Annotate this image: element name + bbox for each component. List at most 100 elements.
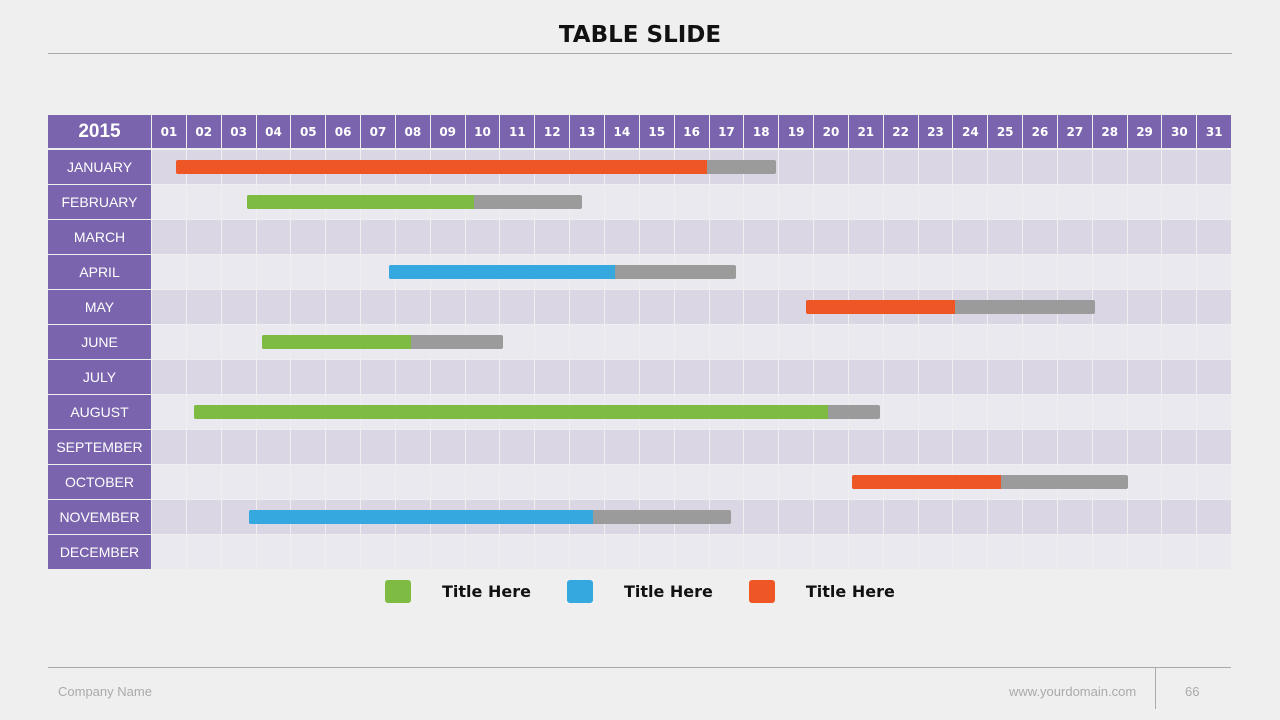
day-cell <box>430 290 465 324</box>
day-cell <box>848 220 883 254</box>
month-label: DECEMBER <box>48 535 151 569</box>
day-cell <box>361 535 395 569</box>
day-cell <box>1127 360 1162 394</box>
day-cell <box>326 220 361 254</box>
legend-item: Title Here <box>748 580 895 603</box>
month-row: DECEMBER <box>48 535 1232 569</box>
day-cell <box>953 150 988 184</box>
day-cell <box>500 360 535 394</box>
day-cell <box>152 325 186 359</box>
progress-bar <box>194 405 828 419</box>
day-cell <box>570 360 604 394</box>
day-cell <box>674 185 709 219</box>
month-label: OCTOBER <box>48 465 151 499</box>
legend-label: Title Here <box>623 582 713 601</box>
day-cell <box>779 255 814 289</box>
day-header: 26 <box>1023 115 1057 148</box>
day-cell <box>1162 220 1197 254</box>
day-cell <box>1023 325 1057 359</box>
day-cell <box>395 465 430 499</box>
day-cell <box>152 535 186 569</box>
day-cell <box>395 290 430 324</box>
day-cell <box>1092 220 1127 254</box>
day-cell <box>152 395 186 429</box>
day-cell <box>1197 535 1232 569</box>
day-cell <box>1127 150 1162 184</box>
day-header: 15 <box>639 115 674 148</box>
month-row: JUNE <box>48 325 1232 359</box>
day-cell <box>430 430 465 464</box>
day-cell <box>639 325 674 359</box>
day-cell <box>535 325 570 359</box>
day-cell <box>1162 150 1197 184</box>
day-cell <box>814 360 848 394</box>
day-cell <box>988 430 1023 464</box>
day-cell <box>291 535 326 569</box>
day-cell <box>848 535 883 569</box>
day-cell <box>988 395 1023 429</box>
day-header: 19 <box>779 115 814 148</box>
month-label: MARCH <box>48 220 151 254</box>
day-cell <box>535 360 570 394</box>
day-cell <box>395 360 430 394</box>
day-cell <box>1162 290 1197 324</box>
day-cell <box>1162 395 1197 429</box>
day-cell <box>1023 255 1057 289</box>
day-header: 28 <box>1092 115 1127 148</box>
progress-bar <box>247 195 474 209</box>
day-cell <box>1197 395 1232 429</box>
day-cell <box>256 290 291 324</box>
day-cell <box>744 220 779 254</box>
day-cell <box>465 465 500 499</box>
day-cell <box>1092 325 1127 359</box>
day-cell <box>953 220 988 254</box>
day-header: 07 <box>361 115 395 148</box>
day-cell <box>291 290 326 324</box>
day-cell <box>1127 185 1162 219</box>
day-cell <box>709 185 744 219</box>
day-cell <box>744 500 779 534</box>
day-cell <box>1057 360 1092 394</box>
day-cell <box>256 360 291 394</box>
day-cell <box>1057 150 1092 184</box>
day-cell <box>1127 290 1162 324</box>
day-cell <box>186 220 221 254</box>
day-header: 24 <box>953 115 988 148</box>
day-header: 22 <box>883 115 918 148</box>
day-cell <box>604 220 639 254</box>
day-cell <box>221 430 256 464</box>
day-cell <box>361 290 395 324</box>
day-cell <box>1127 500 1162 534</box>
day-cell <box>779 535 814 569</box>
day-cell <box>152 430 186 464</box>
day-cell <box>326 360 361 394</box>
day-header: 23 <box>918 115 953 148</box>
day-cell <box>570 290 604 324</box>
day-cell <box>814 185 848 219</box>
legend-swatch <box>385 580 411 603</box>
day-cell <box>848 255 883 289</box>
day-cell <box>639 185 674 219</box>
day-cell <box>570 465 604 499</box>
day-header: 17 <box>709 115 744 148</box>
day-cell <box>1127 255 1162 289</box>
day-cell <box>883 430 918 464</box>
title-divider <box>48 53 1232 54</box>
day-cell <box>814 465 848 499</box>
day-cell <box>186 430 221 464</box>
day-cell <box>1127 220 1162 254</box>
day-cell <box>500 290 535 324</box>
day-cell <box>779 430 814 464</box>
day-cell <box>535 290 570 324</box>
month-row: OCTOBER <box>48 465 1232 499</box>
day-cell <box>1197 325 1232 359</box>
day-cell <box>779 185 814 219</box>
day-header: 21 <box>848 115 883 148</box>
day-cell <box>1197 360 1232 394</box>
day-header: 20 <box>814 115 848 148</box>
day-cell <box>256 535 291 569</box>
day-cell <box>500 430 535 464</box>
day-cell <box>221 255 256 289</box>
day-cell <box>152 465 186 499</box>
day-cell <box>709 290 744 324</box>
